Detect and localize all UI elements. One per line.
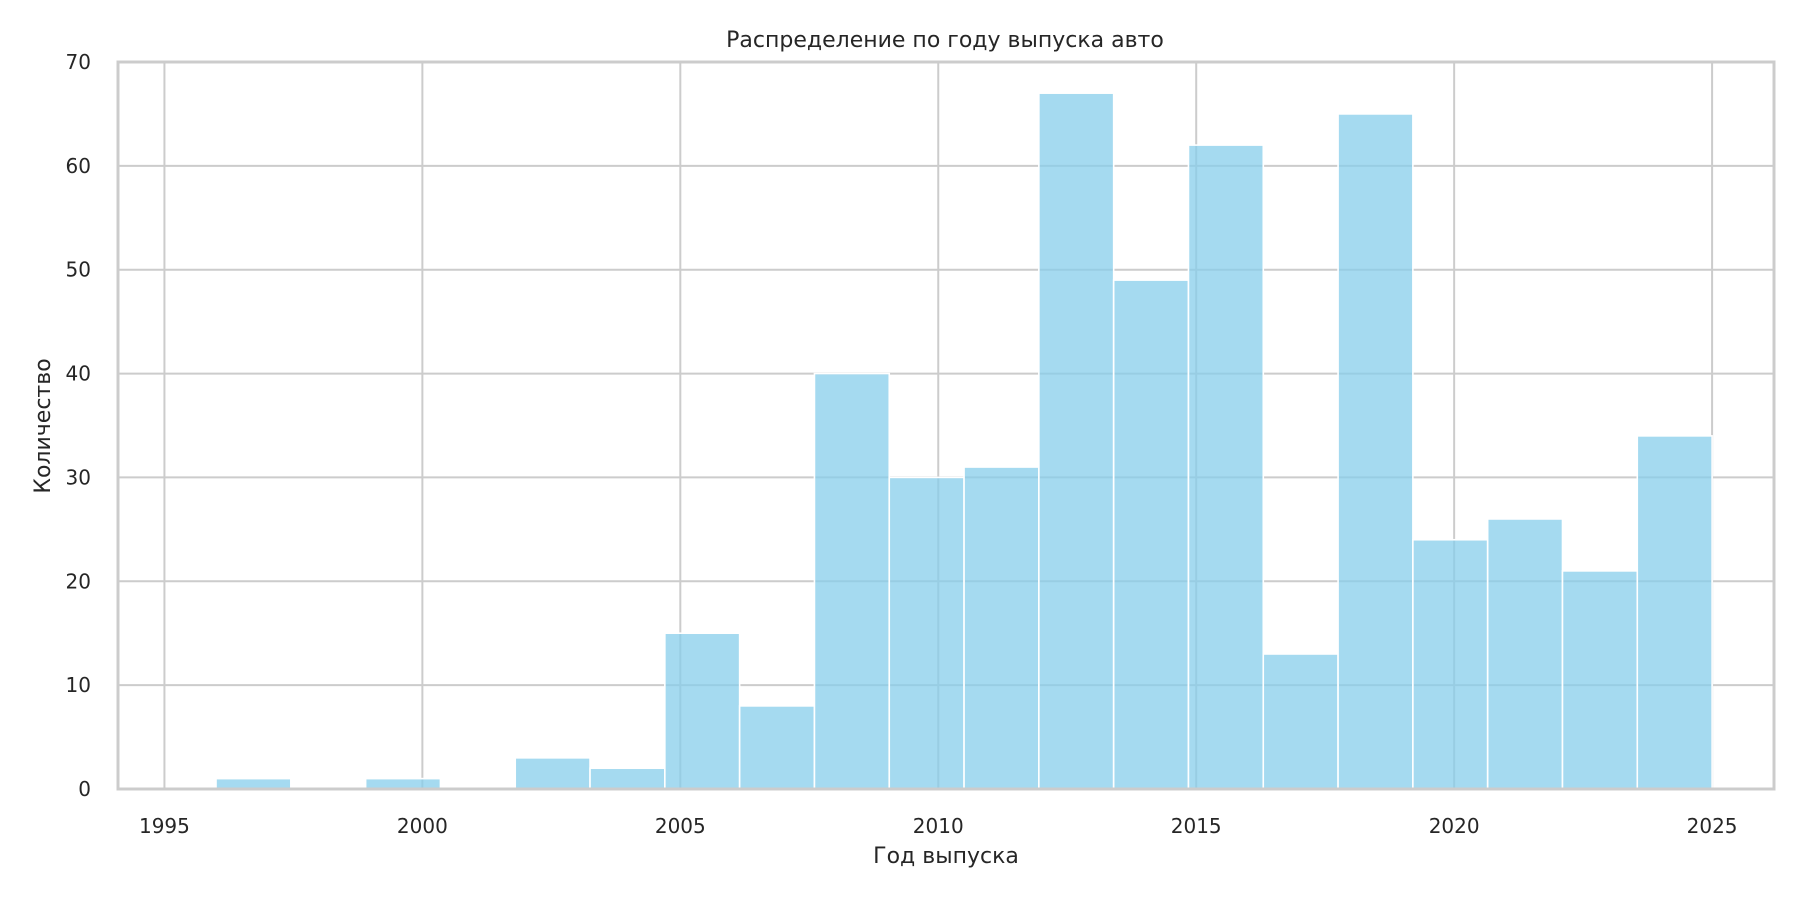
x-tick-label: 2015 [1171,814,1222,838]
histogram-bar [1486,518,1564,790]
y-tick-labels: 0 10 20 30 40 50 60 70 [66,50,91,801]
histogram-bar [364,777,442,790]
y-tick-label: 50 [66,258,91,282]
histogram-bar [1038,92,1115,790]
x-tick-label: 2020 [1429,814,1480,838]
x-tick-label: 2025 [1687,814,1738,838]
y-axis-label: Количество [31,358,56,493]
histogram-bar [813,372,891,790]
histogram-bar [215,777,292,790]
y-tick-label: 40 [66,362,91,386]
histogram-bar [589,767,666,790]
y-tick-label: 60 [66,154,91,178]
histogram-bar [1636,435,1713,790]
bars-group [215,92,1713,790]
x-tick-labels: 1995 2000 2005 2010 2015 2020 2025 [139,814,1738,838]
histogram-bar [1412,538,1489,790]
chart-title: Распределение по году выпуска авто [726,28,1164,53]
y-tick-label: 20 [66,569,91,593]
histogram-bar [738,705,816,790]
x-tick-label: 2000 [397,814,448,838]
histogram-bar [1112,279,1190,790]
x-axis-label: Год выпуска [873,844,1019,869]
histogram-bar [1561,570,1639,790]
y-tick-label: 0 [78,777,91,801]
x-tick-label: 1995 [139,814,190,838]
x-tick-label: 2005 [655,814,706,838]
histogram-bar [888,476,965,790]
x-tick-label: 2010 [913,814,964,838]
plot-frame [116,60,1776,791]
y-tick-label: 30 [66,465,91,489]
y-tick-label: 70 [66,50,91,74]
histogram-bar [963,466,1040,790]
histogram-bar [1187,144,1265,790]
y-tick-label: 10 [66,673,91,697]
histogram-bar [1337,113,1414,790]
histogram-bar [514,757,591,790]
histogram-bar [664,632,741,790]
histogram-bar [1262,653,1339,790]
